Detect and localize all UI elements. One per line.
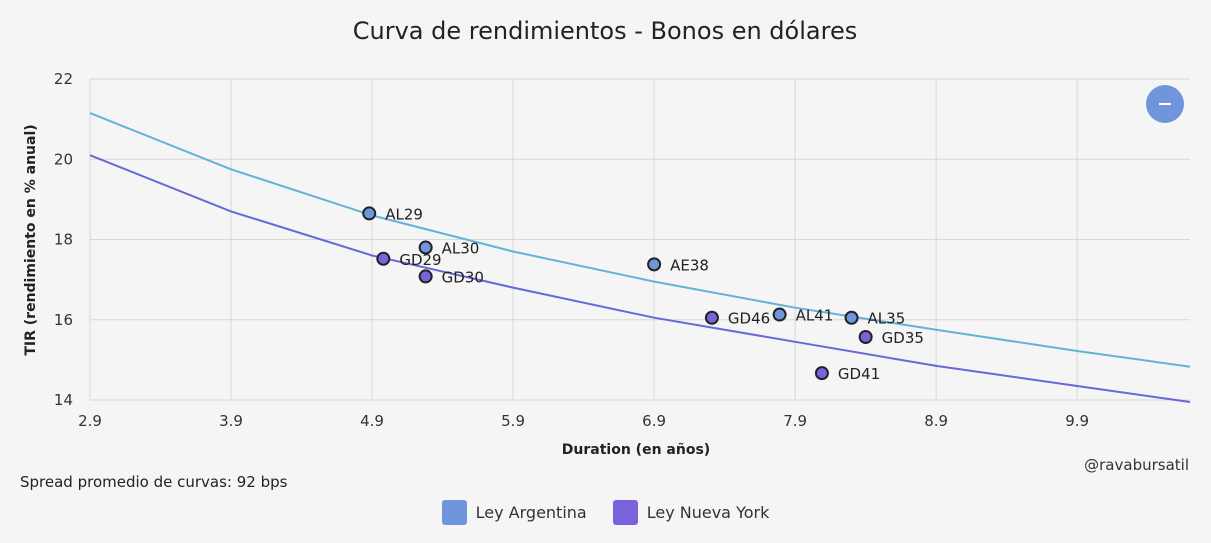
x-tick-label: 8.9	[924, 412, 948, 430]
data-point-ae38[interactable]	[647, 257, 662, 272]
point-label-al30: AL30	[442, 240, 480, 258]
point-label-al35: AL35	[868, 310, 906, 328]
legend-item-ley-argentina[interactable]: Ley Argentina	[441, 500, 587, 525]
x-tick-label: 7.9	[783, 412, 807, 430]
point-label-gd30: GD30	[442, 268, 484, 286]
legend-swatch-ley-argentina	[441, 500, 467, 525]
data-point-gd46[interactable]	[704, 310, 719, 325]
x-axis-title: Duration (en años)	[562, 442, 710, 458]
x-tick-label: 2.9	[78, 412, 102, 430]
trend-curve-ley-argentina	[89, 112, 1191, 368]
x-tick-label: 4.9	[360, 412, 384, 430]
point-label-gd46: GD46	[728, 310, 770, 328]
data-point-al30[interactable]	[418, 240, 433, 255]
y-axis-title: TIR (rendimiento en % anual)	[23, 124, 39, 355]
y-tick-label: 18	[54, 231, 73, 249]
x-tick-label: 9.9	[1065, 412, 1089, 430]
x-tick-label: 6.9	[642, 412, 666, 430]
legend-item-ley-nueva-york[interactable]: Ley Nueva York	[612, 500, 770, 525]
x-tick-label: 5.9	[501, 412, 525, 430]
y-tick-label: 16	[54, 311, 73, 329]
minus-icon	[1159, 103, 1171, 105]
point-label-gd35: GD35	[882, 329, 924, 347]
collapse-button[interactable]	[1146, 85, 1184, 123]
axis-ticks: 14 16 18 20 22 2.9 3.9 4.9 5.9 6.9 7.9 8.9 9.9	[54, 70, 1089, 430]
curves	[89, 112, 1191, 403]
point-label-ae38: AE38	[670, 256, 709, 274]
data-point-al35[interactable]	[844, 310, 859, 325]
y-tick-label: 20	[54, 150, 73, 168]
legend-label-ley-argentina: Ley Argentina	[475, 503, 587, 522]
x-tick-label: 3.9	[219, 412, 243, 430]
credit-text: @ravabursatil	[1084, 456, 1189, 474]
grid	[89, 78, 1190, 401]
data-point-al29[interactable]	[362, 206, 377, 221]
legend-label-ley-nueva-york: Ley Nueva York	[646, 503, 770, 522]
data-point-al41[interactable]	[772, 307, 787, 322]
y-tick-label: 14	[54, 391, 73, 409]
y-tick-label: 22	[54, 70, 73, 88]
point-label-al41: AL41	[796, 307, 834, 325]
spread-text: Spread promedio de curvas: 92 bps	[20, 473, 288, 491]
chart-title: Curva de rendimientos - Bonos en dólares	[353, 17, 857, 45]
trend-curve-ley-nueva-york	[89, 154, 1191, 403]
legend-swatch-ley-nueva-york	[612, 500, 638, 525]
data-point-gd41[interactable]	[814, 366, 829, 381]
data-point-gd29[interactable]	[376, 251, 391, 266]
point-label-gd29: GD29	[399, 251, 441, 269]
data-point-gd35[interactable]	[858, 330, 873, 345]
data-point-gd30[interactable]	[418, 269, 433, 284]
legend: Ley Argentina Ley Nueva York	[0, 500, 1211, 525]
point-label-gd41: GD41	[838, 365, 880, 383]
point-label-al29: AL29	[385, 205, 423, 223]
